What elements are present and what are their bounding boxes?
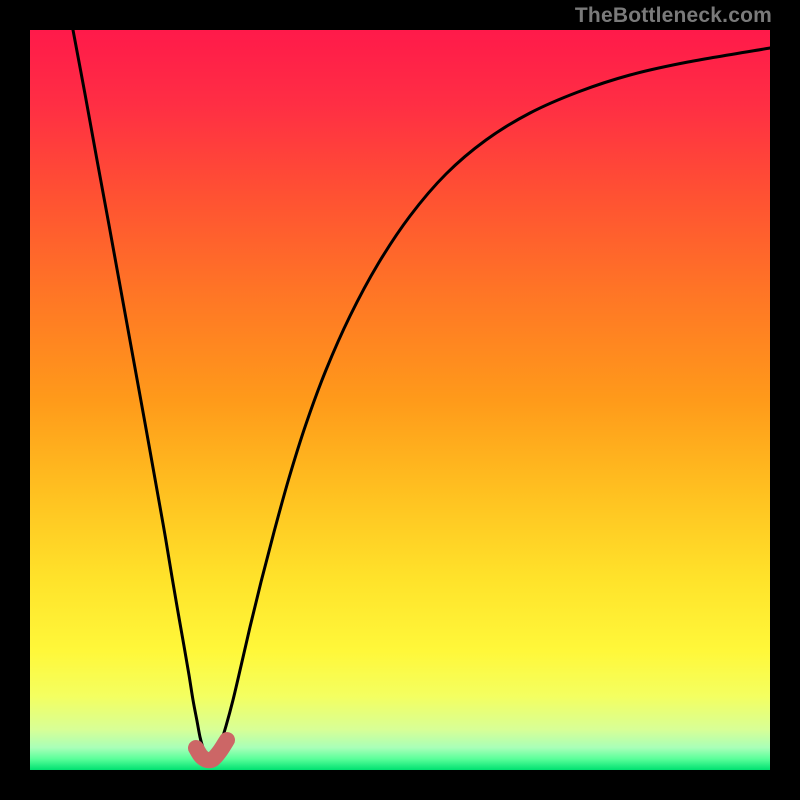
bottleneck-chart [0,0,800,800]
watermark-text: TheBottleneck.com [575,4,772,28]
chart-container: TheBottleneck.com [0,0,800,800]
